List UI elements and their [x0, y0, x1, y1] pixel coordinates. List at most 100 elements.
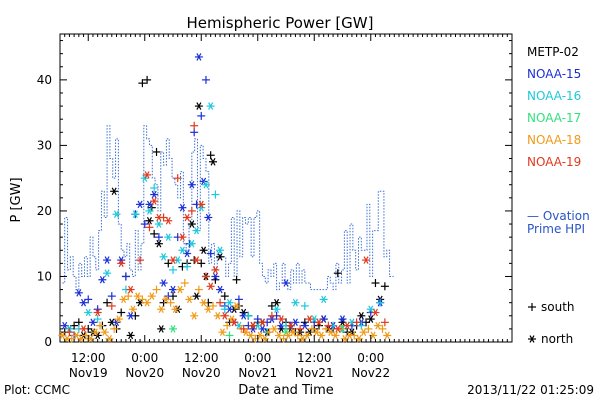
south-point-noaa-19: [296, 324, 305, 333]
south-point-noaa-18: [124, 292, 133, 301]
north-point-noaa-18: [218, 328, 227, 336]
north-point-metp-02: [366, 315, 375, 323]
north-point-noaa-18: [147, 292, 156, 300]
north-point-noaa-15: [204, 213, 213, 222]
north-point-noaa-18: [331, 331, 340, 340]
south-point-metp-02: [150, 229, 159, 238]
south-point-noaa-16: [150, 184, 159, 192]
south-point-metp-02: [380, 282, 389, 291]
legend-item: NOAA-17: [527, 111, 581, 125]
north-point-noaa-19: [333, 325, 342, 333]
north-point-noaa-19: [286, 321, 295, 330]
south-point-noaa-18: [180, 279, 189, 288]
south-point-noaa-19: [239, 324, 248, 333]
south-point-metp-02: [333, 269, 342, 278]
north-point-noaa-15: [88, 318, 97, 327]
north-point-noaa-19: [305, 315, 314, 323]
north-point-noaa-16: [159, 253, 168, 261]
south-point-noaa-18: [166, 298, 175, 307]
legend-north-label: north: [541, 332, 573, 346]
south-point-noaa-15: [107, 292, 116, 301]
north-point-noaa-19: [79, 325, 88, 333]
x-tick-time-label: 0:00: [131, 351, 158, 365]
north-point-noaa-15: [338, 315, 347, 323]
north-point-noaa-16: [178, 246, 187, 255]
y-tick-label: 20: [37, 204, 52, 218]
south-point-noaa-19: [65, 328, 74, 337]
satellite-data-points: [58, 53, 392, 343]
south-point-metp-02: [103, 298, 112, 307]
south-point-noaa-19: [324, 321, 333, 330]
north-point-noaa-19: [249, 321, 258, 330]
legend-item: NOAA-19: [527, 155, 581, 169]
north-point-noaa-19: [183, 213, 192, 222]
south-point-noaa-19: [136, 256, 145, 265]
north-point-noaa-19: [343, 321, 352, 330]
north-point-noaa-18: [199, 298, 208, 307]
x-tick-time-label: 12:00: [184, 351, 219, 365]
x-tick-time-label: 0:00: [244, 351, 271, 365]
north-point-noaa-18: [143, 298, 152, 307]
north-point-noaa-19: [150, 197, 159, 205]
south-point-noaa-18: [110, 324, 119, 333]
north-point-noaa-16: [192, 226, 201, 235]
y-tick-label: 10: [37, 269, 52, 283]
north-point-noaa-19: [277, 315, 286, 323]
south-point-noaa-19: [201, 272, 210, 281]
south-point-noaa-17: [225, 331, 234, 340]
x-tick-date-label: Nov22: [351, 366, 390, 380]
x-axis-label: Date and Time: [238, 383, 334, 398]
south-point-noaa-16: [93, 315, 102, 324]
x-tick-date-label: Nov21: [295, 366, 334, 380]
south-marker-symbol: [528, 303, 536, 311]
north-point-metp-02: [192, 292, 201, 300]
north-point-noaa-18: [157, 305, 166, 314]
north-point-noaa-18: [128, 305, 137, 314]
north-point-noaa-18: [383, 331, 392, 340]
north-point-noaa-19: [362, 256, 371, 264]
x-tick-time-label: 12:00: [297, 351, 332, 365]
north-point-noaa-18: [232, 302, 241, 310]
north-point-noaa-16: [291, 298, 300, 307]
south-point-noaa-16: [300, 301, 309, 310]
north-point-noaa-18: [274, 331, 283, 340]
x-tick-date-label: Nov20: [182, 366, 221, 380]
legend: METP-02 NOAA-15 NOAA-16 NOAA-17 NOAA-18 NOAA-…: [527, 45, 590, 346]
north-point-noaa-18: [114, 315, 123, 323]
south-point-noaa-15: [234, 295, 243, 304]
north-point-noaa-16: [319, 295, 328, 304]
south-point-noaa-16: [169, 265, 177, 274]
north-point-noaa-15: [150, 190, 159, 199]
north-point-noaa-18: [260, 334, 269, 343]
north-point-noaa-19: [169, 256, 177, 264]
y-tick-label: 40: [37, 73, 52, 87]
south-point-noaa-16: [376, 298, 385, 307]
north-point-noaa-16: [272, 305, 281, 314]
y-tick-label: 30: [37, 138, 52, 152]
north-point-noaa-16: [145, 207, 154, 215]
north-point-metp-02: [199, 246, 208, 255]
north-point-noaa-18: [190, 312, 199, 320]
south-point-metp-02: [232, 275, 241, 284]
north-point-noaa-15: [98, 275, 107, 284]
north-point-noaa-15: [159, 279, 168, 287]
south-point-noaa-19: [216, 298, 225, 307]
ovation-prime-hpi-line: [62, 125, 394, 291]
north-point-noaa-16: [197, 203, 206, 212]
south-point-noaa-15: [197, 111, 206, 120]
north-point-metp-02: [194, 102, 203, 110]
north-point-noaa-15: [136, 200, 145, 209]
south-point-noaa-15: [121, 272, 130, 281]
y-tick-label: 0: [44, 335, 52, 349]
south-point-metp-02: [206, 151, 215, 160]
north-point-noaa-18: [91, 328, 100, 336]
south-point-metp-02: [220, 292, 229, 301]
north-point-noaa-16: [103, 269, 112, 277]
north-point-noaa-16: [164, 233, 173, 241]
north-point-noaa-15: [300, 321, 309, 330]
south-point-noaa-15: [140, 220, 149, 229]
north-point-noaa-19: [164, 216, 173, 225]
south-point-noaa-15: [201, 75, 210, 84]
north-point-noaa-16: [84, 308, 93, 317]
north-point-noaa-18: [171, 305, 180, 314]
